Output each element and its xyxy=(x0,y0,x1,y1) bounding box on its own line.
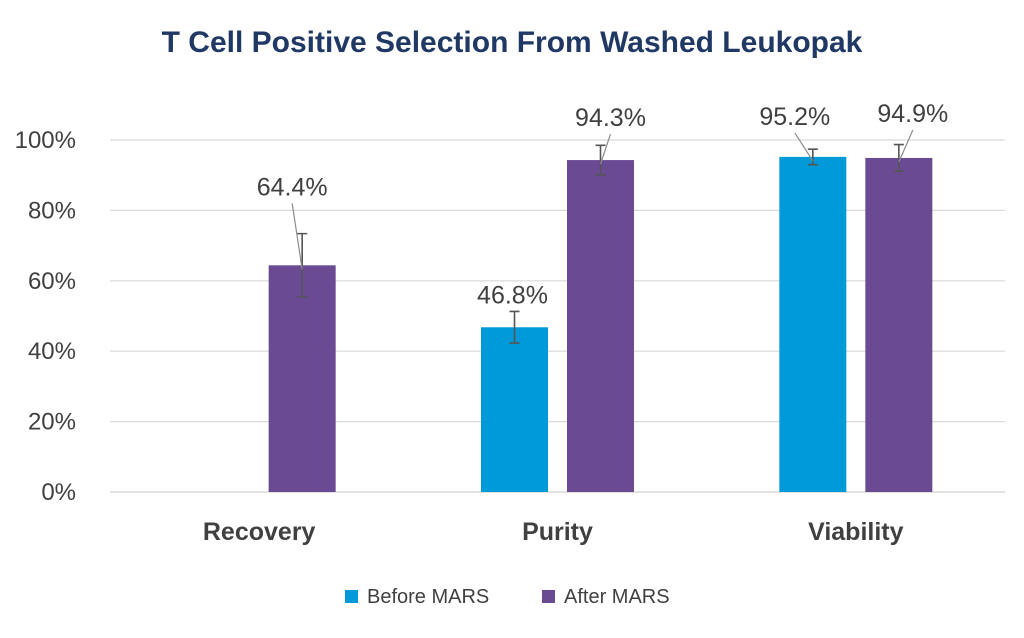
legend-swatch xyxy=(542,590,555,603)
y-tick-label: 0% xyxy=(41,479,76,506)
error-bar xyxy=(807,148,818,166)
label-leader-line xyxy=(794,132,814,162)
y-tick-label: 100% xyxy=(15,127,76,154)
data-label: 94.3% xyxy=(575,104,646,132)
y-tick-label: 60% xyxy=(28,268,76,295)
data-label: 46.8% xyxy=(477,281,548,309)
legend: Before MARS After MARS xyxy=(345,586,670,608)
label-leader-line xyxy=(599,133,612,165)
label-leader-line xyxy=(291,203,303,270)
data-label: 64.4% xyxy=(257,173,328,201)
bars xyxy=(268,156,933,492)
data-label: 94.9% xyxy=(877,100,948,128)
bar xyxy=(268,265,336,492)
x-tick-label: Viability xyxy=(808,518,904,546)
bar xyxy=(481,327,548,492)
legend-label: Before MARS xyxy=(367,586,489,608)
error-bars xyxy=(297,143,904,344)
error-bar xyxy=(893,143,904,173)
x-tick-label: Purity xyxy=(522,518,593,546)
legend-swatch xyxy=(345,590,358,603)
y-axis-ticks: 0% 20% 40% 60% 80% 100% xyxy=(15,127,76,506)
data-label: 95.2% xyxy=(759,103,830,131)
y-tick-label: 80% xyxy=(28,197,76,224)
error-bar xyxy=(509,310,520,344)
legend-label: After MARS xyxy=(564,586,670,608)
label-leader-line xyxy=(898,129,914,163)
x-axis-ticks: Recovery Purity Viability xyxy=(203,518,904,546)
x-tick-label: Recovery xyxy=(203,518,316,546)
y-tick-label: 20% xyxy=(28,409,76,436)
data-labels: 64.4% 46.8% 94.3% 95.2% 94.9% xyxy=(257,100,949,309)
bar xyxy=(567,160,634,492)
chart-title: T Cell Positive Selection From Washed Le… xyxy=(162,26,863,59)
bar xyxy=(779,156,847,492)
y-tick-label: 40% xyxy=(28,338,76,365)
error-bar xyxy=(595,144,606,176)
bar xyxy=(865,157,933,492)
gridlines xyxy=(110,139,1005,493)
